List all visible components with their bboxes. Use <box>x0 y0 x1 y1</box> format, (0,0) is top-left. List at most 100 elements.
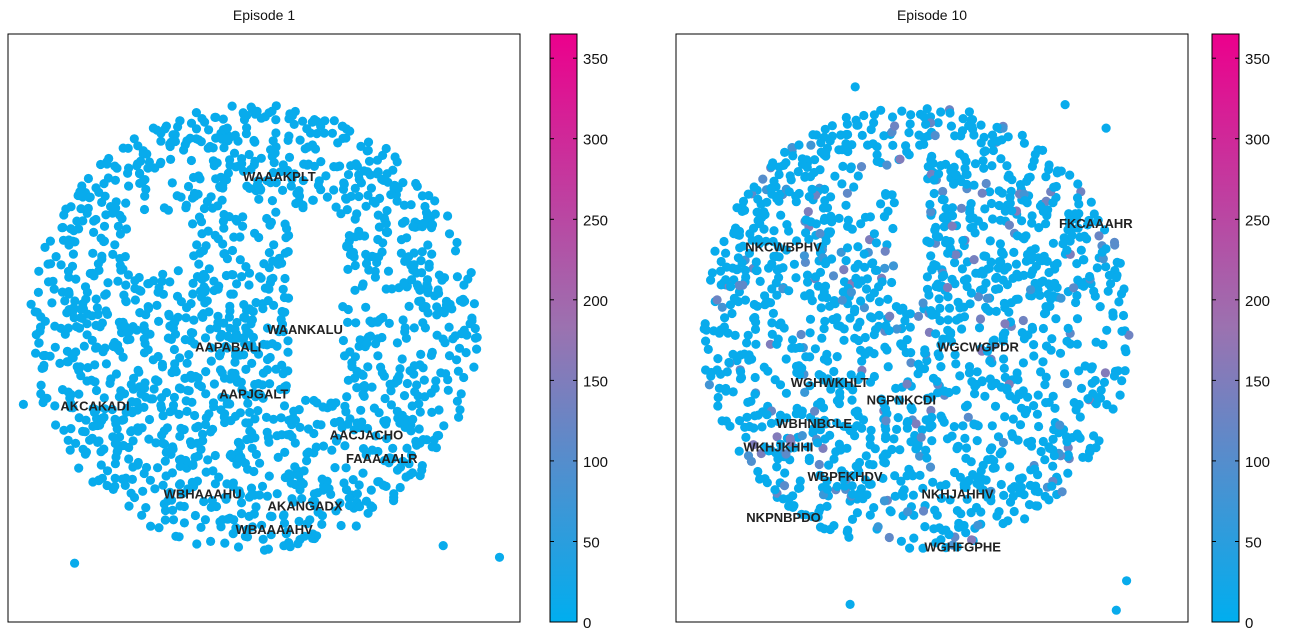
scatter-point <box>151 438 161 448</box>
scatter-point <box>364 156 375 166</box>
scatter-point <box>841 256 851 266</box>
scatter-point <box>1028 266 1038 276</box>
scatter-point <box>979 132 989 142</box>
scatter-point <box>220 249 230 259</box>
scatter-point <box>780 468 790 478</box>
scatter-point <box>170 130 180 140</box>
scatter-point <box>366 485 376 495</box>
scatter-point <box>965 204 975 214</box>
scatter-point <box>401 333 411 343</box>
scatter-point <box>443 211 453 221</box>
colorbar-tick-label: 200 <box>583 293 608 310</box>
scatter-point <box>772 432 782 442</box>
scatter-point <box>423 288 433 298</box>
scatter-point <box>825 301 835 311</box>
scatter-point <box>458 294 468 304</box>
point-label: WKHJKHHI <box>743 440 813 455</box>
scatter-point <box>896 476 906 486</box>
scatter-point <box>1103 286 1113 296</box>
scatter-point <box>975 314 986 324</box>
scatter-point <box>89 216 99 226</box>
scatter-point <box>1063 450 1073 460</box>
scatter-point <box>279 292 289 303</box>
scatter-point <box>1026 441 1037 451</box>
scatter-point <box>906 358 916 368</box>
scatter-point <box>934 523 945 533</box>
point-labels: WAAAKPLTWAANKALUAAPABALIAAPJGALTAKCAKADI… <box>60 169 418 537</box>
scatter-point <box>1012 368 1022 378</box>
scatter-point <box>262 491 272 501</box>
scatter-point <box>1038 206 1048 216</box>
scatter-point <box>939 270 949 281</box>
scatter-point <box>59 210 69 220</box>
scatter-point <box>880 246 890 256</box>
scatter-point <box>330 463 340 473</box>
scatter-point <box>733 253 744 263</box>
scatter-point <box>154 523 164 533</box>
scatter-point <box>1080 361 1090 371</box>
scatter-point <box>102 159 112 169</box>
scatter-point <box>857 356 867 366</box>
scatter-point <box>354 418 364 429</box>
scatter-point <box>116 265 126 275</box>
scatter-point <box>1056 166 1066 176</box>
scatter-point <box>1019 138 1029 148</box>
scatter-point <box>267 511 277 522</box>
scatter-point <box>768 236 778 247</box>
scatter-point <box>371 431 381 441</box>
scatter-point <box>223 168 233 178</box>
scatter-point <box>166 137 176 147</box>
colorbar-tick-label: 350 <box>1245 51 1270 68</box>
scatter-point <box>332 162 342 172</box>
scatter-point <box>135 308 145 318</box>
scatter-point <box>825 136 835 146</box>
scatter-point <box>717 302 727 312</box>
scatter-point <box>941 543 951 553</box>
scatter-point <box>137 510 147 520</box>
scatter-point <box>797 431 807 441</box>
scatter-point <box>969 130 979 140</box>
scatter-point <box>389 496 399 506</box>
scatter-point <box>280 447 290 457</box>
scatter-point <box>217 195 227 205</box>
scatter-point <box>424 259 434 269</box>
scatter-point <box>354 174 364 184</box>
scatter-point <box>373 351 383 361</box>
scatter-point <box>716 266 726 276</box>
scatter-point <box>441 369 451 379</box>
scatter-point <box>1093 392 1103 403</box>
scatter-point <box>164 311 174 321</box>
scatter-point <box>766 183 776 193</box>
scatter-point <box>814 370 824 380</box>
scatter-point <box>341 463 351 473</box>
scatter-point <box>82 376 92 386</box>
scatter-point <box>973 292 984 302</box>
scatter-point <box>238 109 249 119</box>
scatter-point <box>200 117 210 127</box>
scatter-point <box>995 215 1006 225</box>
scatter-point <box>1014 389 1024 399</box>
scatter-point <box>271 115 281 125</box>
scatter-point <box>219 373 230 383</box>
scatter-point <box>852 508 863 518</box>
scatter-point <box>88 268 98 278</box>
scatter-point <box>1048 198 1058 208</box>
scatter-point <box>998 336 1008 346</box>
scatter-point <box>60 296 70 306</box>
scatter-point <box>1106 279 1116 289</box>
scatter-point <box>959 302 969 312</box>
scatter-point <box>110 473 120 483</box>
scatter-point <box>859 110 869 121</box>
scatter-point <box>881 190 891 200</box>
scatter-point <box>720 313 730 323</box>
scatter-point <box>126 488 136 498</box>
scatter-point <box>206 502 216 512</box>
scatter-point <box>740 265 751 275</box>
scatter-point <box>444 351 455 361</box>
scatter-point <box>174 383 184 393</box>
scatter-point <box>452 272 462 282</box>
scatter-point <box>725 300 736 310</box>
scatter-point <box>427 249 437 259</box>
scatter-point <box>994 257 1005 267</box>
scatter-point <box>277 360 287 370</box>
